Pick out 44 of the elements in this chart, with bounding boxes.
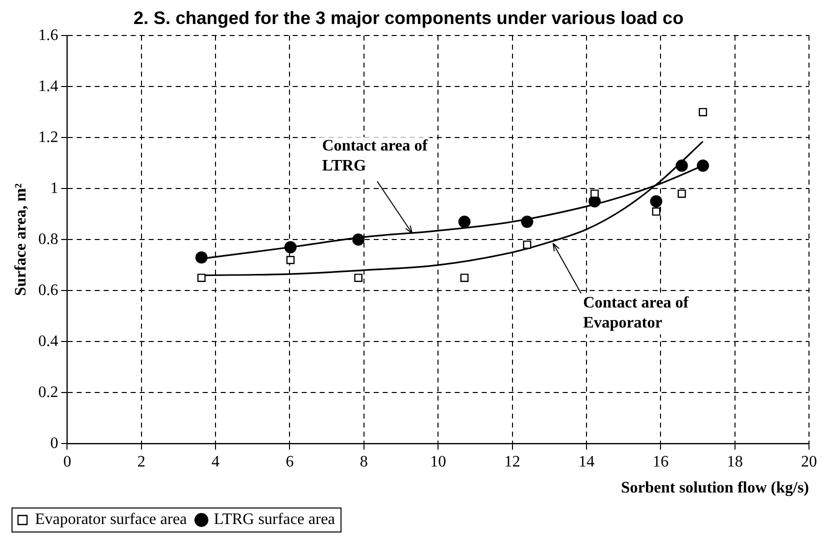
point <box>522 240 532 249</box>
x-tick-label: 18 <box>726 453 743 470</box>
x-tick-label: 14 <box>578 453 594 470</box>
point <box>696 160 710 172</box>
y-tick-label: 0.6 <box>38 282 58 299</box>
x-tick-label: 4 <box>212 453 220 470</box>
x-tick-label: 12 <box>504 453 520 470</box>
legend-label: LTRG surface area <box>214 511 336 528</box>
x-tick-label: 16 <box>652 453 669 470</box>
x-axis-title: Sorbent solution flow (kg/s) <box>620 480 809 497</box>
point <box>286 256 295 264</box>
y-tick-label: 0 <box>50 434 58 452</box>
point <box>698 108 708 116</box>
x-tick-label: 2 <box>137 453 146 470</box>
x-tick-label: 20 <box>801 453 817 470</box>
y-tick-label: 1.2 <box>38 128 58 146</box>
point <box>521 216 534 228</box>
y-tick-label: 0.2 <box>38 384 58 401</box>
point <box>197 274 206 282</box>
point <box>352 234 364 246</box>
x-tick-label: 6 <box>286 453 294 470</box>
y-tick-label: 1 <box>50 180 58 197</box>
x-tick-label: 8 <box>360 453 368 470</box>
x-tick-label: 10 <box>430 453 446 470</box>
point <box>460 274 469 282</box>
annotation: Contact area of LTRG <box>322 137 428 174</box>
point <box>195 251 208 264</box>
chart-title: 2. S. changed for the 3 major components under various load co <box>133 8 684 28</box>
point <box>652 207 660 216</box>
point <box>590 190 599 198</box>
y-tick-label: 1.4 <box>38 78 58 95</box>
annotation: Contact area of Evaporator <box>583 294 690 332</box>
point <box>458 216 471 228</box>
point <box>284 241 297 254</box>
y-tick-label: 1.6 <box>38 26 58 44</box>
y-axis-title: Surface area, m² <box>12 183 30 296</box>
y-tick-label: 0.4 <box>38 332 58 350</box>
point <box>676 160 688 172</box>
point <box>678 190 686 198</box>
point <box>354 274 362 282</box>
legend-label: Evaporator surface area <box>35 511 187 528</box>
point <box>650 195 662 208</box>
y-tick-label: 0.8 <box>38 230 58 248</box>
x-tick-label: 0 <box>63 453 72 470</box>
